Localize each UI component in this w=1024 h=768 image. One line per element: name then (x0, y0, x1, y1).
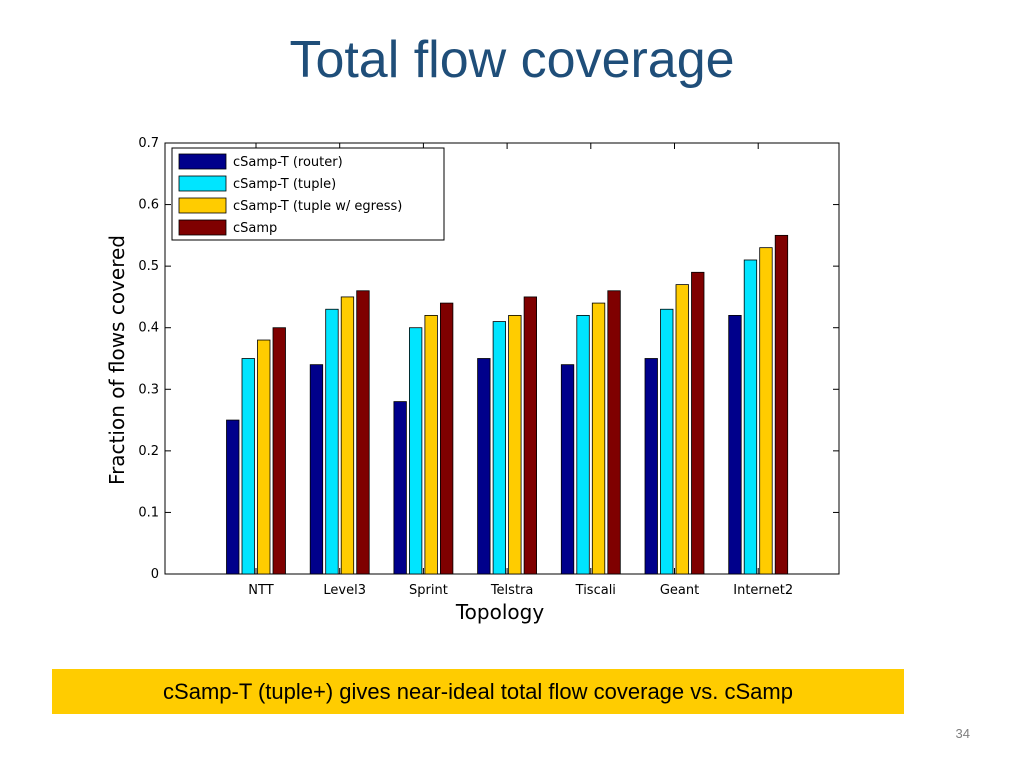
bar (660, 308, 674, 575)
x-tick-label: Level3 (323, 583, 366, 598)
x-tick-label: Tiscali (575, 583, 616, 598)
x-axis: NTT Level3 Sprint Telstra Tiscali Geant Intern… (248, 143, 793, 598)
bar (393, 401, 407, 575)
y-tick-label: 0.2 (138, 444, 159, 459)
bar (257, 339, 271, 575)
callout-banner: cSamp-T (tuple+) gives near-ideal total … (52, 669, 904, 714)
bar (508, 314, 522, 575)
legend-swatch (178, 219, 227, 236)
page-number: 34 (955, 726, 970, 741)
x-tick-label: Telstra (490, 583, 534, 598)
y-tick-label: 0.5 (138, 259, 159, 274)
bar (607, 290, 621, 575)
bar (560, 364, 575, 575)
y-tick-label: 0.6 (138, 198, 159, 213)
bar (408, 327, 423, 575)
bar (675, 284, 689, 575)
x-tick-label: Sprint (409, 583, 448, 598)
bar (591, 302, 606, 575)
bar (241, 358, 255, 575)
bar (325, 308, 339, 575)
bar-group (226, 234, 789, 575)
legend: cSamp-T (router) cSamp-T (tuple) cSamp-T (… (171, 147, 445, 241)
legend-label: cSamp-T (tuple w/ egress) (233, 199, 402, 214)
y-tick-label: 0.7 (138, 136, 159, 151)
y-axis-label: Fraction of flows covered (105, 235, 129, 485)
bar (728, 314, 742, 575)
bar (309, 364, 324, 575)
y-tick-label: 0.4 (138, 321, 159, 336)
bar (340, 296, 355, 575)
slide-title: Total flow coverage (289, 31, 735, 89)
legend-swatch (178, 153, 227, 170)
y-tick-label: 0.3 (138, 382, 159, 397)
bar (743, 259, 758, 575)
bar (424, 314, 438, 575)
bar (576, 314, 590, 575)
legend-swatch (178, 175, 227, 192)
legend-label: cSamp (233, 221, 277, 236)
bar (272, 327, 286, 575)
bar (477, 358, 491, 575)
bar (774, 234, 789, 575)
x-axis-label: Topology (455, 600, 544, 624)
bar (759, 247, 773, 575)
bar (644, 358, 658, 575)
y-tick-label: 0 (151, 567, 159, 582)
x-tick-label: NTT (248, 583, 273, 598)
y-tick-label: 0.1 (138, 505, 159, 520)
legend-label: cSamp-T (tuple) (233, 177, 336, 192)
bar (523, 296, 537, 575)
bar (356, 290, 370, 575)
callout-text: cSamp-T (tuple+) gives near-ideal total … (163, 678, 793, 704)
x-tick-label: Geant (660, 583, 699, 598)
legend-swatch (178, 197, 227, 214)
y-axis: 0 0.1 0.2 0.3 0.4 0.5 0.6 0.7 (138, 136, 839, 582)
bar (439, 302, 454, 575)
x-tick-label: Internet2 (733, 583, 793, 598)
bar (226, 419, 240, 575)
bar (492, 321, 507, 575)
legend-label: cSamp-T (router) (233, 155, 343, 170)
bar (691, 271, 705, 575)
